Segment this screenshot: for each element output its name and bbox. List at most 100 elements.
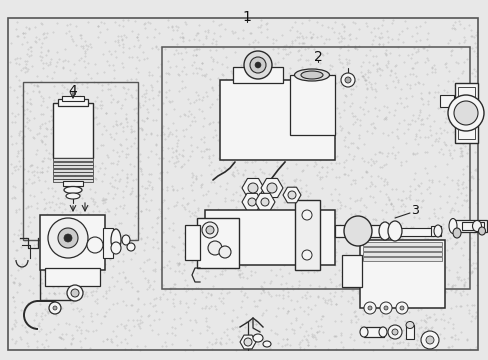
Point bbox=[44, 282, 52, 288]
Point bbox=[456, 150, 464, 156]
Point bbox=[36, 240, 43, 246]
Point bbox=[285, 70, 293, 76]
Point bbox=[24, 224, 32, 229]
Point bbox=[327, 72, 335, 78]
Point bbox=[315, 176, 323, 182]
Point bbox=[31, 256, 39, 261]
Point bbox=[395, 52, 403, 58]
Point bbox=[397, 100, 405, 106]
Point bbox=[189, 99, 197, 104]
Point bbox=[63, 165, 71, 171]
Point bbox=[148, 102, 156, 108]
Point bbox=[265, 291, 273, 297]
Point bbox=[359, 296, 366, 302]
Point bbox=[163, 169, 170, 175]
Point bbox=[171, 291, 179, 297]
Point bbox=[181, 84, 188, 90]
Point bbox=[355, 43, 363, 49]
Point bbox=[303, 197, 310, 203]
Point bbox=[341, 171, 348, 177]
Point bbox=[441, 116, 449, 121]
Point bbox=[193, 216, 201, 222]
Point bbox=[12, 73, 20, 79]
Point bbox=[433, 283, 441, 288]
Point bbox=[48, 151, 56, 157]
Circle shape bbox=[340, 73, 354, 87]
Point bbox=[296, 345, 304, 350]
Point bbox=[456, 329, 464, 335]
Circle shape bbox=[202, 222, 218, 238]
Point bbox=[440, 120, 448, 125]
Point bbox=[312, 131, 320, 137]
Point bbox=[109, 195, 117, 201]
Point bbox=[141, 94, 149, 100]
Point bbox=[221, 81, 228, 86]
Point bbox=[318, 164, 325, 170]
Point bbox=[65, 28, 73, 33]
Point bbox=[105, 256, 113, 262]
Point bbox=[91, 61, 99, 67]
Point bbox=[67, 341, 75, 347]
Point bbox=[322, 36, 330, 41]
Point bbox=[158, 186, 165, 192]
Point bbox=[410, 250, 418, 256]
Point bbox=[456, 223, 464, 229]
Point bbox=[433, 334, 441, 339]
Point bbox=[323, 95, 330, 101]
Point bbox=[133, 154, 141, 160]
Point bbox=[40, 196, 47, 202]
Point bbox=[431, 316, 439, 322]
Point bbox=[289, 211, 297, 216]
Point bbox=[10, 255, 18, 261]
Point bbox=[92, 274, 100, 279]
Point bbox=[416, 257, 424, 263]
Point bbox=[47, 56, 55, 62]
Point bbox=[289, 198, 297, 204]
Point bbox=[414, 112, 422, 118]
Point bbox=[51, 152, 59, 158]
Point bbox=[61, 142, 68, 148]
Point bbox=[361, 52, 369, 58]
Point bbox=[47, 127, 55, 132]
Point bbox=[345, 220, 352, 226]
Point bbox=[304, 304, 312, 310]
Point bbox=[66, 21, 74, 27]
Point bbox=[354, 132, 362, 138]
Point bbox=[195, 106, 203, 112]
Point bbox=[38, 139, 45, 145]
Point bbox=[89, 227, 97, 233]
Point bbox=[102, 295, 110, 301]
Point bbox=[169, 186, 177, 192]
Point bbox=[26, 44, 34, 50]
Point bbox=[137, 208, 144, 214]
Point bbox=[213, 137, 221, 143]
Point bbox=[328, 125, 336, 131]
Point bbox=[197, 136, 205, 141]
Point bbox=[84, 203, 92, 208]
Point bbox=[277, 122, 285, 127]
Point bbox=[205, 153, 213, 158]
Point bbox=[416, 204, 424, 210]
Point bbox=[81, 291, 89, 297]
Point bbox=[291, 193, 299, 199]
Point bbox=[151, 117, 159, 123]
Point bbox=[351, 211, 359, 217]
Point bbox=[83, 138, 91, 143]
Point bbox=[380, 103, 387, 109]
Point bbox=[192, 65, 200, 71]
Point bbox=[465, 346, 473, 351]
Point bbox=[318, 240, 326, 246]
Point bbox=[273, 45, 281, 51]
Point bbox=[107, 338, 115, 344]
Point bbox=[122, 183, 130, 188]
Point bbox=[356, 63, 364, 68]
Point bbox=[390, 108, 398, 113]
Point bbox=[399, 275, 407, 281]
Point bbox=[318, 313, 326, 319]
Point bbox=[158, 169, 166, 175]
Point bbox=[53, 59, 61, 64]
Point bbox=[283, 337, 290, 342]
Point bbox=[131, 135, 139, 140]
Point bbox=[58, 231, 65, 237]
Point bbox=[326, 298, 334, 304]
